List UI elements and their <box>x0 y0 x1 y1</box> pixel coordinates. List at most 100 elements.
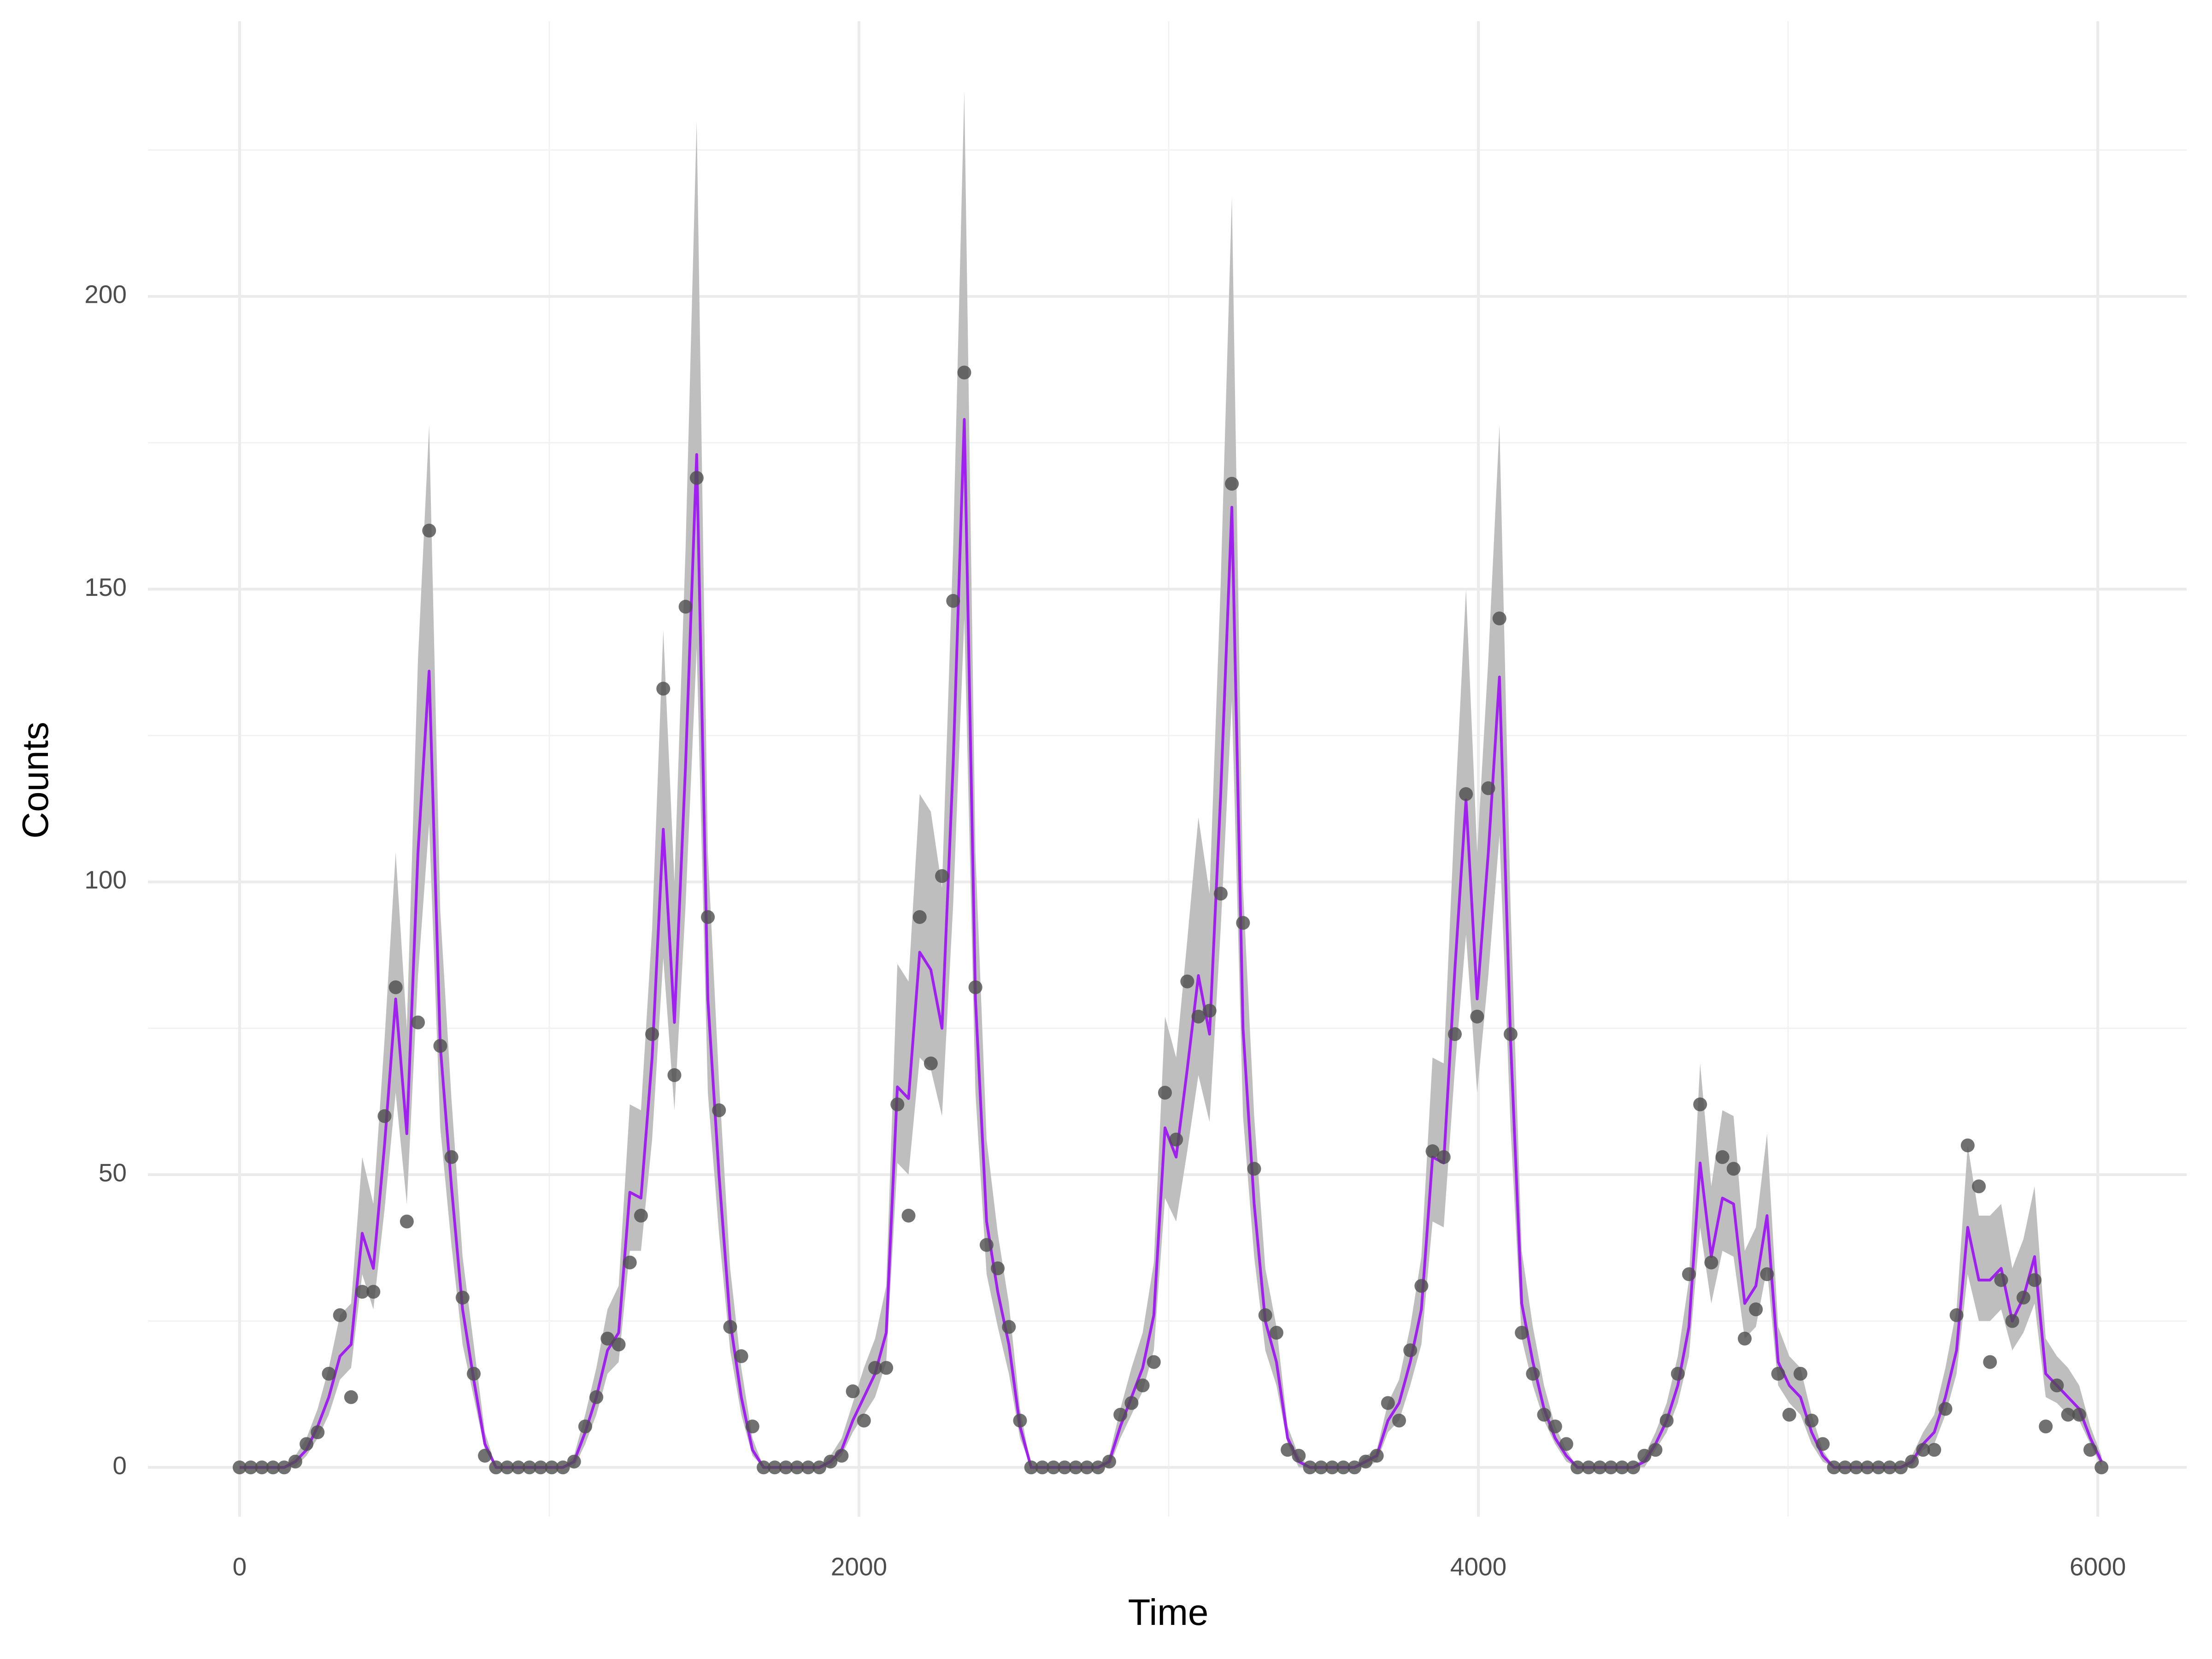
data-point <box>1013 1413 1027 1428</box>
data-point <box>723 1320 737 1334</box>
data-point <box>1771 1366 1785 1381</box>
data-point <box>1526 1366 1540 1381</box>
data-point <box>678 600 693 614</box>
data-point <box>1436 1150 1451 1164</box>
data-point <box>444 1150 459 1164</box>
data-point <box>556 1460 570 1475</box>
data-point <box>1816 1437 1830 1451</box>
labels: 0 2000 4000 6000 0 50 100 150 200 <box>84 280 2126 1581</box>
data-point <box>1894 1460 1908 1475</box>
data-point <box>1604 1460 1618 1475</box>
data-point <box>1080 1460 1094 1475</box>
data-point <box>689 471 704 485</box>
data-point <box>1202 1004 1217 1018</box>
data-point <box>1582 1460 1596 1475</box>
data-point <box>1403 1343 1418 1358</box>
x-tick-label: 0 <box>233 1553 247 1581</box>
data-point <box>801 1460 815 1475</box>
data-point <box>322 1366 336 1381</box>
x-axis-title: Time <box>1128 1592 1209 1633</box>
data-point <box>1503 1027 1518 1041</box>
data-point <box>824 1454 838 1469</box>
y-tick-label: 0 <box>112 1451 127 1480</box>
data-point <box>567 1454 581 1469</box>
data-point <box>835 1448 849 1463</box>
data-point <box>522 1460 536 1475</box>
data-point <box>935 869 949 883</box>
data-point <box>912 910 927 924</box>
y-axis-title: Counts <box>15 722 56 838</box>
data-point <box>1281 1443 1295 1457</box>
data-point <box>1492 611 1506 625</box>
data-point <box>846 1384 860 1399</box>
data-point <box>1247 1162 1261 1176</box>
data-point <box>1069 1460 1083 1475</box>
data-point <box>388 980 403 994</box>
data-point <box>857 1413 871 1428</box>
data-point <box>255 1460 269 1475</box>
data-point <box>1091 1460 1105 1475</box>
data-point <box>2039 1419 2053 1434</box>
data-point <box>946 594 960 608</box>
data-point <box>489 1460 503 1475</box>
x-tick-label: 6000 <box>2070 1553 2126 1581</box>
data-point <box>1370 1448 1384 1463</box>
data-point <box>1571 1460 1585 1475</box>
data-point <box>1972 1179 1986 1194</box>
data-point <box>1147 1355 1161 1369</box>
data-point <box>1515 1326 1529 1340</box>
y-tick-label: 150 <box>84 573 127 601</box>
data-point <box>979 1238 994 1252</box>
data-point <box>634 1208 648 1223</box>
data-point <box>1447 1027 1462 1041</box>
data-point <box>1191 1009 1206 1024</box>
x-tick-label: 4000 <box>1450 1553 1506 1581</box>
data-point <box>1314 1460 1328 1475</box>
data-point <box>466 1366 481 1381</box>
data-point <box>623 1255 637 1270</box>
data-point <box>2072 1407 2086 1422</box>
data-point <box>400 1214 414 1229</box>
data-point <box>534 1460 548 1475</box>
data-point <box>991 1261 1005 1276</box>
data-point <box>1871 1460 1886 1475</box>
y-tick-label: 100 <box>84 865 127 894</box>
data-point <box>1726 1162 1741 1176</box>
data-point <box>1637 1448 1652 1463</box>
data-point <box>1938 1402 1953 1416</box>
data-point <box>511 1460 525 1475</box>
data-point <box>2050 1378 2064 1393</box>
data-point <box>1593 1460 1607 1475</box>
data-point <box>1481 781 1495 795</box>
data-point <box>1704 1255 1718 1270</box>
data-point <box>1135 1378 1150 1393</box>
data-point <box>1648 1443 1663 1457</box>
data-point <box>1626 1460 1641 1475</box>
data-point <box>232 1460 247 1475</box>
data-point <box>2094 1460 2109 1475</box>
data-point <box>757 1460 771 1475</box>
data-point <box>1292 1448 1306 1463</box>
data-point <box>1883 1460 1897 1475</box>
data-point <box>1949 1308 1964 1322</box>
data-point <box>656 682 671 696</box>
data-point <box>1336 1460 1351 1475</box>
data-point <box>1113 1407 1128 1422</box>
data-point <box>244 1460 258 1475</box>
data-point <box>411 1015 425 1030</box>
data-point <box>366 1285 381 1299</box>
data-point <box>1927 1443 1941 1457</box>
data-point <box>645 1027 659 1041</box>
data-point <box>333 1308 347 1322</box>
data-point <box>1548 1419 1562 1434</box>
data-point <box>924 1056 938 1071</box>
data-point <box>745 1419 759 1434</box>
data-point <box>812 1460 826 1475</box>
data-point <box>1359 1454 1373 1469</box>
data-point <box>768 1460 782 1475</box>
data-point <box>1693 1097 1707 1112</box>
data-point <box>1002 1320 1016 1334</box>
data-point <box>344 1390 358 1404</box>
data-point <box>712 1103 726 1118</box>
